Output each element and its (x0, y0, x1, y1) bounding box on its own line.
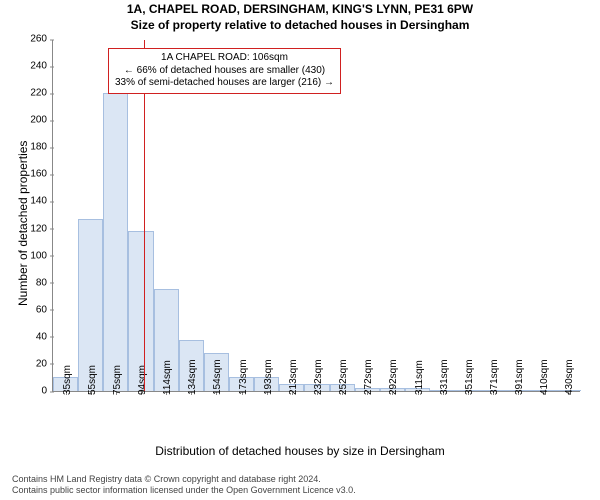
y-tick-label: 20 (36, 358, 53, 369)
y-tick-label: 240 (30, 61, 53, 72)
x-axis-label: Distribution of detached houses by size … (0, 444, 600, 458)
annotation-line: 33% of semi-detached houses are larger (… (115, 77, 334, 90)
footer-line-2: Contains public sector information licen… (12, 485, 356, 496)
y-tick-label: 180 (30, 142, 53, 153)
y-tick-label: 220 (30, 88, 53, 99)
x-tick-label: 272sqm (363, 359, 374, 395)
x-tick-label: 75sqm (112, 365, 123, 395)
y-tick-label: 200 (30, 115, 53, 126)
x-tick-label: 430sqm (564, 359, 575, 395)
y-tick-label: 80 (36, 277, 53, 288)
x-tick-label: 232sqm (313, 359, 324, 395)
y-axis-label: Number of detached properties (16, 141, 30, 306)
y-tick-label: 120 (30, 223, 53, 234)
attribution-footer: Contains HM Land Registry data © Crown c… (12, 474, 356, 496)
x-tick-label: 55sqm (87, 365, 98, 395)
annotation-box: 1A CHAPEL ROAD: 106sqm← 66% of detached … (108, 48, 341, 94)
footer-line-1: Contains HM Land Registry data © Crown c… (12, 474, 356, 485)
chart-title-main: 1A, CHAPEL ROAD, DERSINGHAM, KING'S LYNN… (0, 2, 600, 16)
x-tick-label: 410sqm (539, 359, 550, 395)
x-tick-label: 94sqm (137, 365, 148, 395)
x-tick-label: 311sqm (414, 360, 425, 395)
y-tick-label: 140 (30, 196, 53, 207)
annotation-line: 1A CHAPEL ROAD: 106sqm (115, 52, 334, 65)
x-tick-label: 331sqm (439, 359, 450, 395)
x-tick-label: 35sqm (62, 365, 73, 395)
y-tick-label: 0 (41, 386, 53, 397)
x-tick-label: 213sqm (288, 359, 299, 395)
annotation-line: ← 66% of detached houses are smaller (43… (115, 65, 334, 78)
x-tick-label: 252sqm (338, 359, 349, 395)
x-tick-label: 391sqm (514, 359, 525, 395)
y-tick-label: 160 (30, 169, 53, 180)
y-tick-label: 40 (36, 331, 53, 342)
x-tick-label: 173sqm (238, 359, 249, 395)
y-tick-label: 60 (36, 304, 53, 315)
histogram-bar (103, 93, 128, 391)
y-tick-label: 100 (30, 250, 53, 261)
x-tick-label: 114sqm (162, 360, 173, 395)
chart-title-sub: Size of property relative to detached ho… (0, 18, 600, 32)
x-tick-label: 193sqm (263, 359, 274, 395)
x-tick-label: 371sqm (489, 359, 500, 395)
y-tick-label: 260 (30, 34, 53, 45)
x-tick-label: 351sqm (464, 359, 475, 395)
x-tick-label: 292sqm (388, 359, 399, 395)
x-tick-label: 134sqm (187, 359, 198, 395)
x-tick-label: 154sqm (212, 359, 223, 395)
